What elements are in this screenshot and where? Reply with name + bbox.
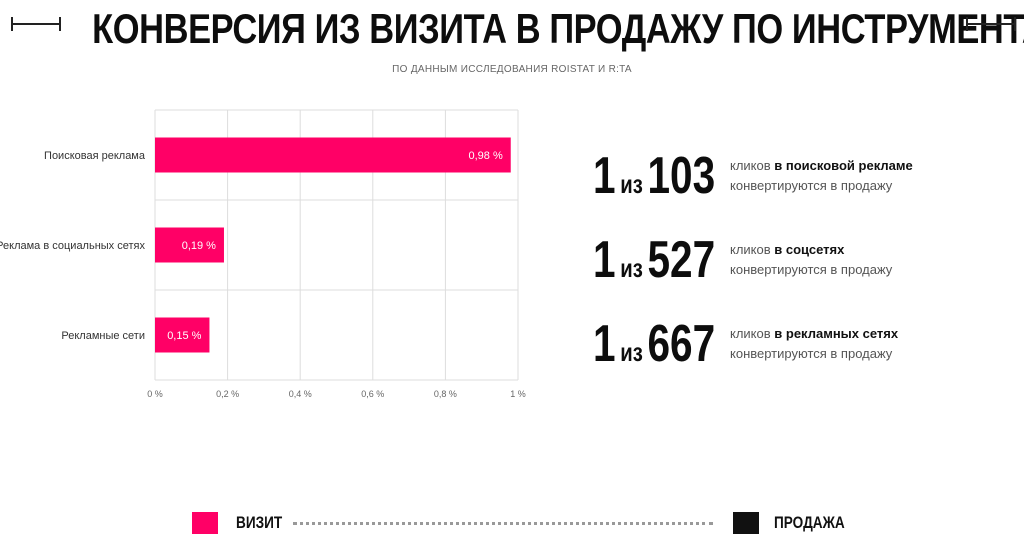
- data-label: 0,98 %: [468, 150, 502, 162]
- x-tick-label: 0,6 %: [361, 389, 384, 399]
- data-label: 0,15 %: [167, 330, 201, 342]
- legend-visit-label: ВИЗИТ: [236, 513, 283, 532]
- legend-visit-swatch: [192, 512, 218, 534]
- category-label: Рекламные сети: [61, 330, 145, 342]
- bar: [155, 317, 210, 353]
- x-tick-label: 0,8 %: [434, 389, 457, 399]
- category-label: Реклама в социальных сетях: [0, 240, 145, 252]
- stat-description: кликов в рекламных сетях конвертируются в…: [730, 326, 899, 361]
- x-tick-label: 0,2 %: [216, 389, 239, 399]
- x-tick-label: 0 %: [147, 389, 163, 399]
- title-decoration-right: [966, 17, 1016, 31]
- stat-figure: 1 из103: [593, 147, 716, 205]
- bar: [155, 137, 511, 173]
- stat-description: кликов в соцсетях конвертируются в продаж…: [730, 242, 893, 277]
- page-title: КОНВЕРСИЯ ИЗ ВИЗИТА В ПРОДАЖУ ПО ИНСТРУМ…: [92, 5, 1024, 52]
- x-tick-label: 1 %: [510, 389, 526, 399]
- x-tick-label: 0,4 %: [289, 389, 312, 399]
- data-label: 0,19 %: [182, 240, 216, 252]
- bar: [155, 227, 224, 263]
- category-label: Поисковая реклама: [44, 150, 146, 162]
- stat-figure: 1 из527: [593, 231, 716, 289]
- title-decoration-left: [11, 17, 61, 31]
- stat-figure: 1 из667: [593, 315, 716, 373]
- page-subtitle: ПО ДАННЫМ ИССЛЕДОВАНИЯ ROISTAT И R:TA: [392, 64, 632, 75]
- conversion-bar-chart: 0 % 0,2 % 0,4 % 0,6 % 0,8 % 1 % Поисковая рекл…: [0, 109, 526, 399]
- legend-sale-swatch: [733, 512, 759, 534]
- stat-description: кликов в поисковой рекламе конвертируются…: [730, 158, 913, 193]
- legend-connector: [293, 522, 713, 525]
- legend-sale-label: ПРОДАЖА: [774, 513, 845, 532]
